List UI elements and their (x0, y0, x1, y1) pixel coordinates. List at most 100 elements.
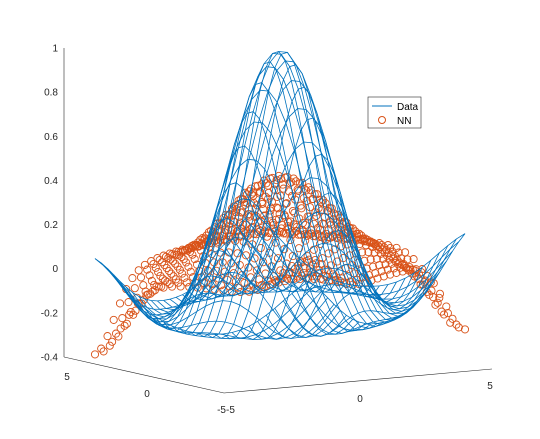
data-mesh-col-24 (300, 238, 457, 331)
nn-point-122 (376, 243, 385, 252)
nn-point-497 (154, 267, 163, 277)
z-tick-2: 0 (52, 264, 58, 275)
nn-point-623 (317, 259, 326, 269)
nn-point-417 (155, 255, 164, 265)
nn-point-102 (433, 298, 442, 307)
nn-point-570 (321, 271, 330, 280)
data-mesh-col-14 (214, 64, 372, 339)
data-mesh-row-15 (157, 89, 372, 331)
nn-point-607 (180, 273, 189, 282)
nn-point-469 (143, 265, 152, 274)
nn-point-48 (429, 293, 438, 302)
nn-point-76 (439, 310, 449, 319)
data-mesh-row-25 (94, 258, 310, 335)
axes (63, 48, 493, 394)
nn-point-391 (161, 252, 171, 261)
data-mesh-col-25 (308, 233, 466, 325)
nn-point-546 (115, 299, 125, 308)
nn-point-368 (193, 238, 202, 247)
nn-point-385 (339, 253, 348, 263)
data-mesh-col-9 (171, 111, 329, 333)
nn-point-528 (190, 255, 199, 264)
nn-point-34 (309, 232, 318, 241)
nn-point-24 (452, 320, 461, 329)
data-mesh-col-22 (282, 252, 440, 337)
nn-point-285 (398, 267, 407, 276)
nn-point-407 (298, 218, 307, 228)
data-mesh-col-11 (188, 61, 346, 337)
nn-point-605 (163, 277, 172, 287)
nn-point-628 (131, 306, 140, 315)
nn-point-534 (241, 251, 251, 260)
nn-point-659 (167, 282, 177, 291)
nn-point-372 (228, 204, 237, 213)
x-axis-line (63, 356, 225, 394)
data-mesh-col-19 (257, 230, 414, 340)
nn-point-139 (292, 222, 301, 232)
nn-point-634 (182, 278, 191, 287)
nn-point-581 (186, 267, 195, 276)
nn-point-205 (400, 261, 409, 271)
nn-point-616 (257, 281, 266, 290)
nn-point-472 (168, 257, 177, 266)
nn-point-421 (189, 240, 199, 249)
nn-point-525 (164, 266, 174, 276)
nn-point-538 (276, 266, 285, 275)
nn-point-259 (404, 266, 413, 275)
nn-point-592 (280, 277, 289, 286)
series-data (94, 51, 466, 340)
nn-point-329 (317, 206, 326, 215)
nn-point-499 (171, 259, 180, 268)
nn-point-179 (406, 265, 415, 274)
nn-point-632 (165, 279, 174, 288)
nn-point-627 (122, 319, 131, 328)
nn-point-305 (340, 229, 350, 238)
data-mesh-col-10 (180, 82, 337, 335)
nn-point-256 (379, 254, 388, 263)
nn-point-174 (363, 235, 372, 244)
nn-point-495 (136, 273, 146, 282)
nn-point-351 (277, 174, 286, 183)
data-mesh-row-2 (238, 227, 453, 300)
nn-point-199 (348, 224, 357, 233)
nn-point-656 (142, 291, 151, 300)
data-mesh-col-5 (137, 249, 295, 326)
nn-point-481 (245, 225, 255, 234)
nn-point-112 (290, 228, 299, 237)
nn-point-326 (291, 177, 301, 186)
nn-point-281 (364, 248, 373, 257)
data-mesh-col-13 (206, 51, 363, 339)
data-mesh-col-16 (231, 117, 389, 340)
nn-point-601 (129, 310, 138, 319)
data-mesh-col-8 (163, 145, 320, 332)
data-mesh-col-7 (154, 182, 312, 330)
nn-point-349 (259, 176, 269, 185)
nn-point-668 (245, 287, 254, 296)
nn-point-626 (114, 332, 123, 341)
nn-point-416 (147, 257, 156, 266)
nn-point-337 (386, 270, 395, 279)
nn-point-420 (181, 246, 190, 255)
y-tick-1: 0 (357, 394, 363, 405)
nn-point-327 (300, 184, 309, 193)
data-mesh-row-6 (213, 212, 428, 312)
nn-point-380 (296, 201, 305, 210)
nn-point-654 (125, 310, 134, 319)
nn-point-475 (194, 242, 203, 251)
data-mesh-row-4 (225, 248, 441, 307)
nn-point-128 (427, 286, 436, 295)
nn-point-554 (184, 262, 193, 271)
series-nn (90, 171, 470, 359)
nn-point-228 (368, 243, 377, 252)
nn-point-573 (118, 314, 127, 323)
nn-point-527 (182, 258, 191, 267)
nn-point-16 (383, 241, 393, 250)
nn-point-308 (366, 255, 375, 264)
nn-point-501 (188, 250, 197, 259)
nn-point-49 (437, 307, 446, 316)
nn-point-458 (277, 227, 286, 237)
data-mesh-row-14 (163, 66, 378, 329)
data-mesh-col-15 (223, 86, 380, 340)
nn-point-584 (212, 266, 221, 275)
nn-point-257 (387, 259, 396, 268)
